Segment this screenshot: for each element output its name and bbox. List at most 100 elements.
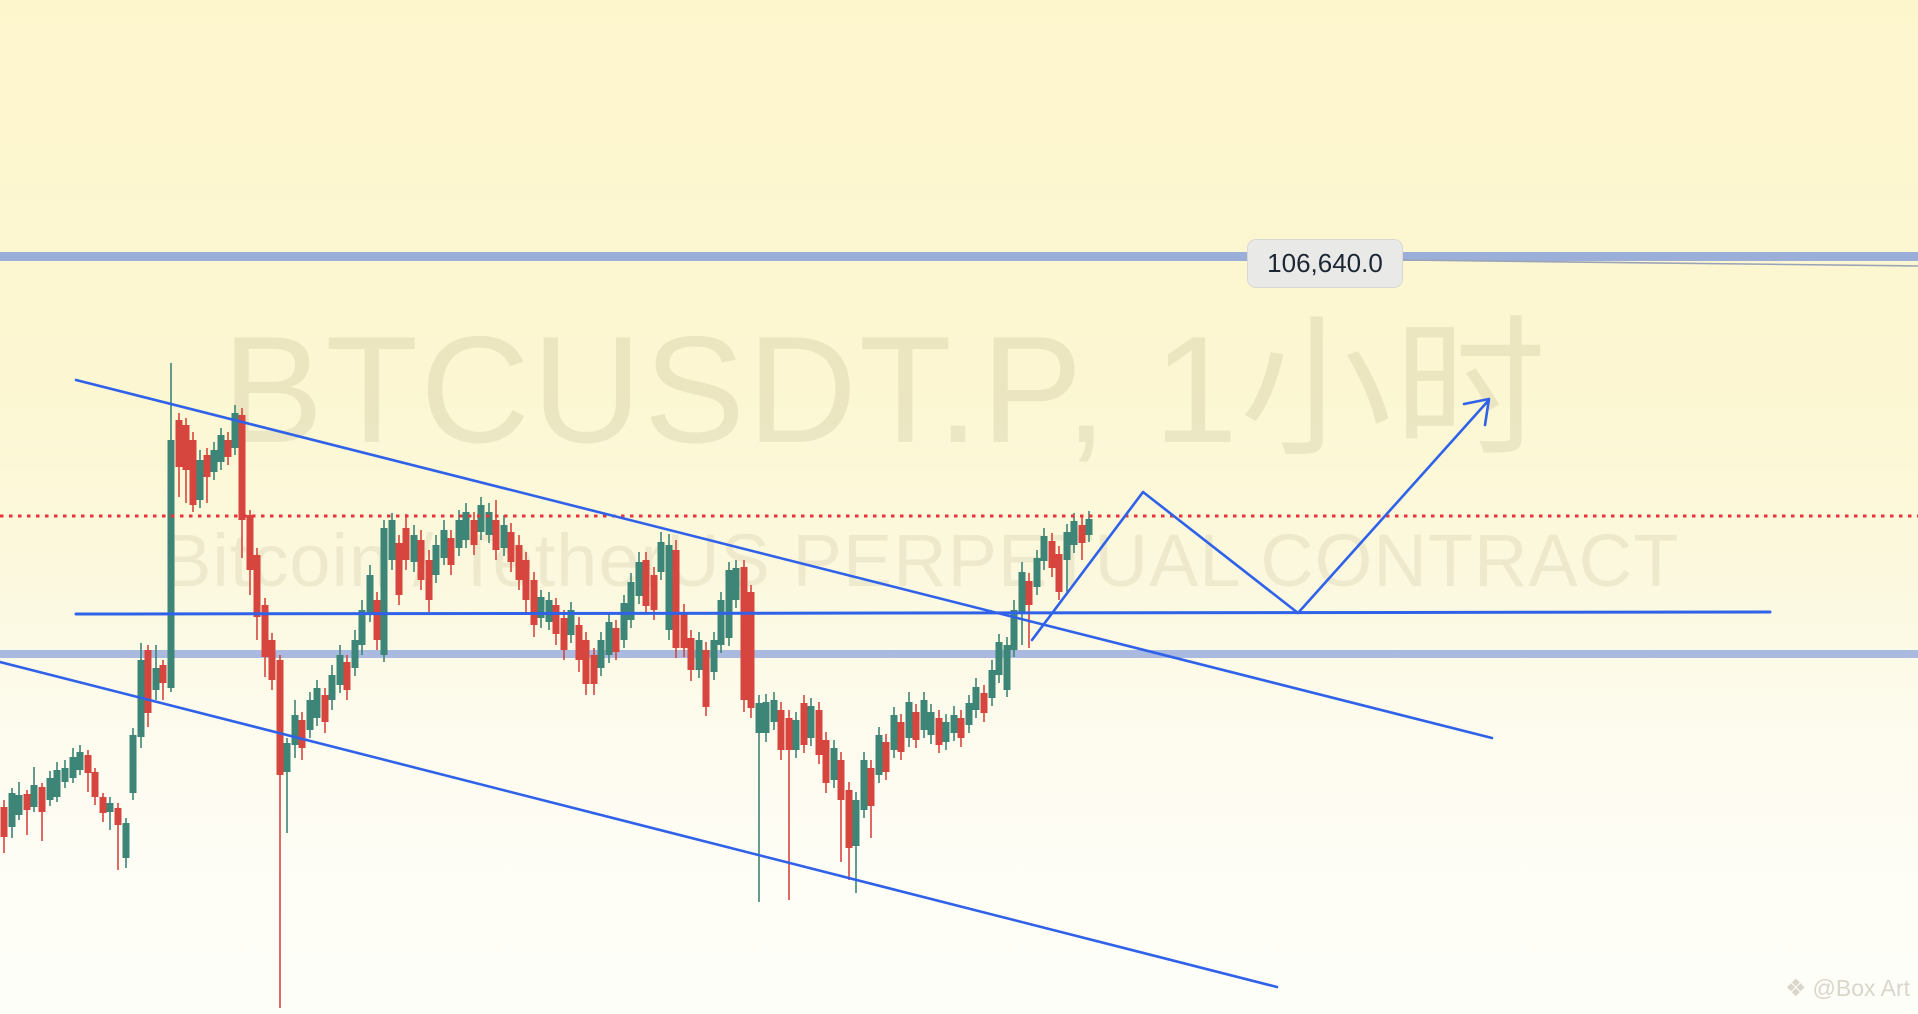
candle-body: [582, 640, 590, 684]
candle-body: [462, 512, 470, 540]
candle-body: [725, 570, 733, 638]
candle-body: [792, 720, 800, 750]
candle-body: [167, 440, 175, 688]
author-watermark-text: @Box Art: [1812, 975, 1911, 1001]
candle-body: [777, 710, 785, 750]
candle-body: [1033, 558, 1041, 587]
price-level-value: 106,640.0: [1267, 248, 1383, 278]
candle-body: [537, 597, 545, 618]
candle-body: [605, 622, 613, 655]
candle-body: [702, 650, 710, 707]
candle-body: [53, 770, 61, 797]
candle-body: [159, 665, 167, 683]
candle-body: [785, 718, 793, 750]
candle-body: [8, 793, 16, 827]
candle-body: [321, 695, 329, 722]
candle-body: [575, 625, 583, 660]
candle-body: [46, 778, 54, 800]
candle-body: [217, 435, 225, 462]
candle-body: [69, 757, 77, 778]
candle-body: [560, 618, 568, 650]
candle-body: [291, 715, 299, 745]
candle-body: [1010, 610, 1018, 650]
box-logo-icon: ❖: [1784, 974, 1807, 1002]
price-label-tail-line: [1402, 259, 1918, 267]
candle-body: [144, 650, 152, 713]
candle-body: [373, 600, 381, 640]
candle-body: [972, 687, 980, 710]
candle-body: [567, 610, 575, 635]
candle-body: [492, 520, 500, 550]
candle-body: [822, 740, 830, 783]
candle-body: [380, 528, 388, 655]
candle-body: [1048, 541, 1056, 568]
candle-body: [875, 735, 883, 775]
candle-body: [261, 605, 269, 657]
candle-body: [268, 640, 276, 680]
candle-body: [388, 520, 396, 560]
candle-body: [515, 545, 523, 580]
candle-body: [522, 560, 530, 600]
candle-body: [306, 700, 314, 730]
projection-zigzag-line[interactable]: [1030, 399, 1490, 642]
candle-body: [612, 628, 620, 652]
candle-body: [507, 532, 515, 562]
candle-body: [84, 755, 92, 773]
candle-body: [988, 670, 996, 698]
horizontal-support-line[interactable]: [74, 610, 1772, 616]
candle-body: [680, 612, 688, 648]
candle-body: [800, 703, 808, 745]
candle-body: [852, 800, 860, 846]
candle-body: [815, 710, 823, 755]
candle-body: [627, 582, 635, 620]
candle-body: [1055, 554, 1063, 592]
candle-body: [417, 540, 425, 580]
upper-channel-trendline[interactable]: [74, 378, 1494, 740]
candle-body: [620, 603, 628, 640]
candle-body: [1040, 536, 1048, 561]
candle-body: [920, 700, 928, 730]
candle-body: [328, 675, 336, 700]
candlestick-series: [0, 363, 1093, 1008]
candle-body: [837, 760, 845, 800]
price-level-label[interactable]: 106,640.0: [1247, 239, 1403, 288]
price-bands: [0, 252, 1918, 658]
candle-body: [432, 545, 440, 575]
candle-body: [1078, 525, 1086, 543]
candle-body: [665, 545, 673, 630]
candle-body: [762, 702, 770, 733]
candle-body: [395, 543, 403, 595]
candle-body: [980, 693, 988, 713]
candle-body: [231, 413, 239, 448]
projection-arrowhead-icon: [1462, 397, 1491, 427]
candle-body: [530, 580, 538, 625]
support-band[interactable]: [0, 650, 1918, 658]
candle-body: [890, 715, 898, 750]
candle-body: [253, 555, 261, 617]
candle-body: [447, 538, 455, 565]
candle-body: [995, 642, 1003, 675]
candle-body: [203, 455, 211, 477]
candle-body: [91, 772, 99, 797]
candle-body: [152, 668, 160, 690]
candle-body: [114, 808, 122, 825]
candle-body: [500, 525, 508, 548]
candle-body: [717, 600, 725, 645]
lower-channel-trendline[interactable]: [0, 660, 1279, 989]
candle-body: [650, 575, 658, 610]
candle-body: [30, 785, 38, 807]
candle-body: [882, 742, 890, 772]
candle-body: [1018, 572, 1026, 612]
candle-body: [425, 560, 433, 600]
candle-body: [710, 640, 718, 672]
candle-body: [927, 712, 935, 735]
candle-body: [410, 535, 418, 562]
candle-body: [672, 550, 680, 648]
resistance-band-106640[interactable]: [0, 252, 1918, 261]
candle-body: [455, 520, 463, 548]
candle-body: [276, 660, 284, 775]
candle-body: [0, 807, 8, 837]
candle-body: [15, 795, 23, 815]
